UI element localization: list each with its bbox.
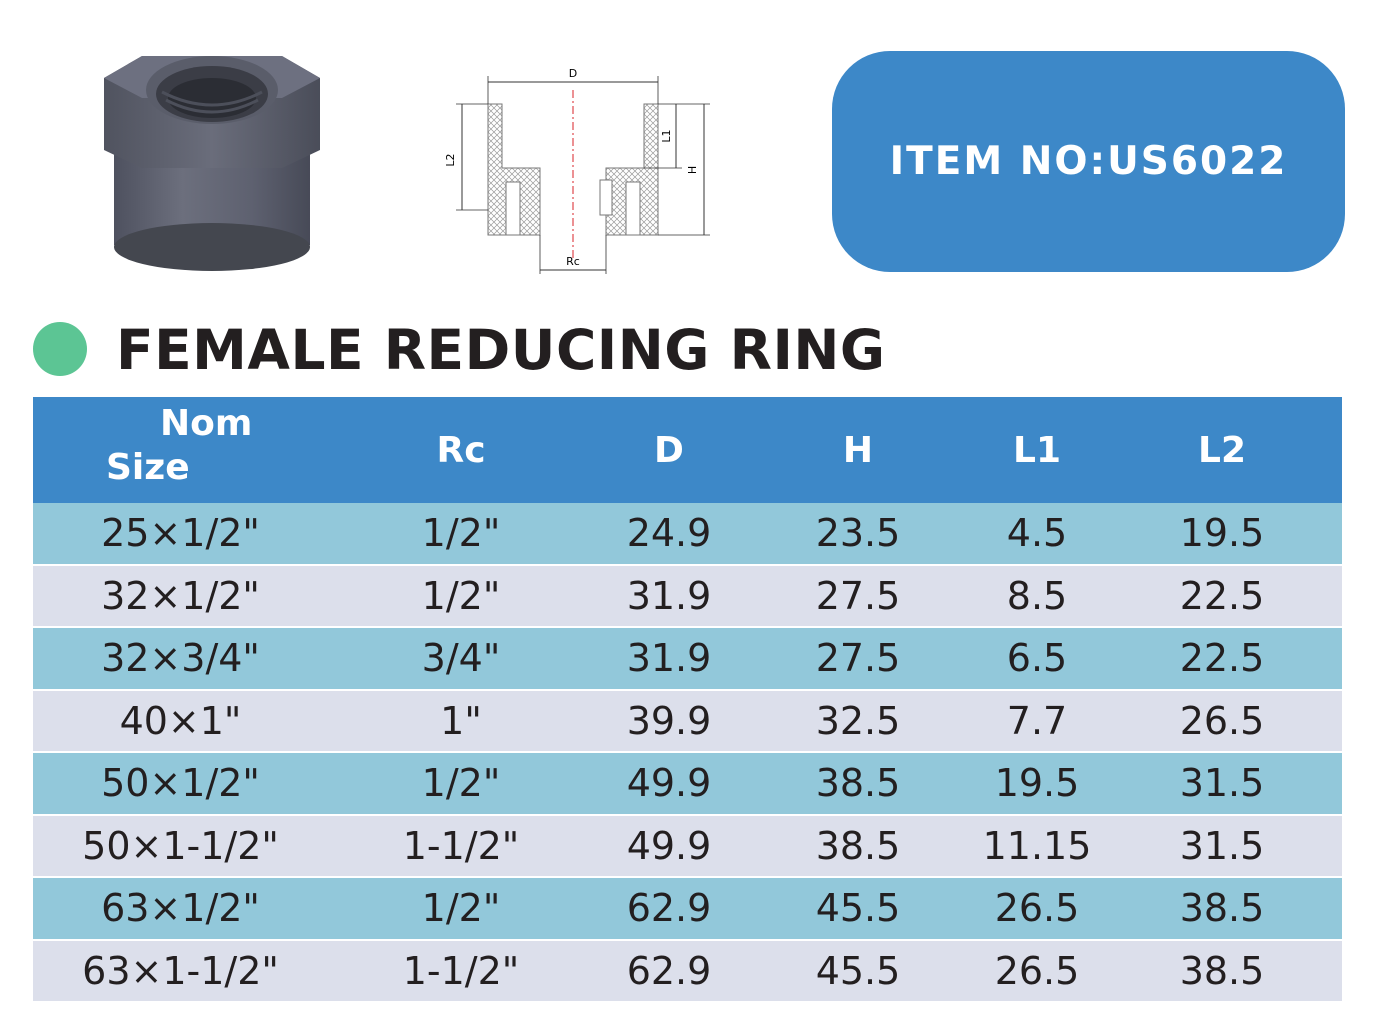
cell-h: 45.5	[744, 877, 972, 941]
cell-d: 31.9	[594, 627, 744, 691]
header-h: H	[744, 397, 972, 503]
cell-d: 39.9	[594, 689, 744, 753]
cell-l2: 19.5	[1102, 503, 1342, 566]
cell-d: 62.9	[594, 877, 744, 941]
cell-nom-size: 63×1/2"	[33, 877, 328, 941]
header-l2: L2	[1102, 397, 1342, 503]
cell-l1: 7.7	[972, 689, 1102, 753]
cell-rc: 1-1/2"	[328, 814, 594, 878]
cell-rc: 1/2"	[328, 503, 594, 566]
cell-d: 49.9	[594, 752, 744, 816]
cell-h: 27.5	[744, 564, 972, 628]
title-bullet-dot	[33, 322, 87, 376]
dim-l1-label: L1	[660, 129, 673, 142]
cell-h: 45.5	[744, 939, 972, 1003]
cell-l2: 38.5	[1102, 939, 1342, 1003]
cell-l1: 4.5	[972, 503, 1102, 566]
cell-rc: 1/2"	[328, 564, 594, 628]
cell-l1: 6.5	[972, 627, 1102, 691]
cell-rc: 1/2"	[328, 752, 594, 816]
cell-l1: 26.5	[972, 877, 1102, 941]
table-row: 25×1/2" 1/2" 24.9 23.5 4.5 19.5	[33, 503, 1342, 566]
table-row: 50×1-1/2" 1-1/2" 49.9 38.5 11.15 31.5	[33, 814, 1342, 878]
cell-l1: 26.5	[972, 939, 1102, 1003]
cell-l2: 26.5	[1102, 689, 1342, 753]
product-photo	[104, 56, 320, 271]
dim-d-label: D	[569, 67, 577, 80]
technical-drawing: D L2 L1 H Rc	[444, 67, 710, 274]
cell-nom-size: 32×3/4"	[33, 627, 328, 691]
dim-l2-label: L2	[444, 153, 457, 166]
header-l1: L1	[972, 397, 1102, 503]
cell-h: 38.5	[744, 752, 972, 816]
cell-h: 32.5	[744, 689, 972, 753]
cell-d: 31.9	[594, 564, 744, 628]
cell-h: 38.5	[744, 814, 972, 878]
header-nom-size: Nom Size	[33, 397, 328, 503]
cell-rc: 1-1/2"	[328, 939, 594, 1003]
table-row: 63×1-1/2" 1-1/2" 62.9 45.5 26.5 38.5	[33, 939, 1342, 1003]
cell-rc: 1"	[328, 689, 594, 753]
cell-d: 24.9	[594, 503, 744, 566]
table-row: 40×1" 1" 39.9 32.5 7.7 26.5	[33, 689, 1342, 753]
table-row: 50×1/2" 1/2" 49.9 38.5 19.5 31.5	[33, 752, 1342, 816]
cell-l1: 19.5	[972, 752, 1102, 816]
cell-nom-size: 63×1-1/2"	[33, 939, 328, 1003]
cell-d: 62.9	[594, 939, 744, 1003]
cell-nom-size: 32×1/2"	[33, 564, 328, 628]
cell-l2: 22.5	[1102, 564, 1342, 628]
cell-l1: 8.5	[972, 564, 1102, 628]
spec-table: Nom Size Rc D H L1 L2 25×1/2" 1/2" 24.9 …	[33, 397, 1342, 1003]
dim-rc-label: Rc	[566, 255, 580, 268]
cell-rc: 1/2"	[328, 877, 594, 941]
cell-h: 23.5	[744, 503, 972, 566]
header-nom-line1: Nom	[160, 403, 253, 444]
dim-h-label: H	[686, 166, 699, 174]
table-row: 32×3/4" 3/4" 31.9 27.5 6.5 22.5	[33, 627, 1342, 691]
cell-l2: 31.5	[1102, 814, 1342, 878]
table-header-row: Nom Size Rc D H L1 L2	[33, 397, 1342, 503]
table-row: 63×1/2" 1/2" 62.9 45.5 26.5 38.5	[33, 877, 1342, 941]
cell-rc: 3/4"	[328, 627, 594, 691]
cell-nom-size: 50×1-1/2"	[33, 814, 328, 878]
cell-l2: 38.5	[1102, 877, 1342, 941]
cell-h: 27.5	[744, 627, 972, 691]
item-number-text: ITEM NO:US6022	[889, 139, 1288, 184]
cell-nom-size: 40×1"	[33, 689, 328, 753]
cell-l1: 11.15	[972, 814, 1102, 878]
header-nom-line2: Size	[106, 447, 190, 488]
page-title: FEMALE REDUCING RING	[116, 318, 886, 382]
table-row: 32×1/2" 1/2" 31.9 27.5 8.5 22.5	[33, 564, 1342, 628]
header-d: D	[594, 397, 744, 503]
cell-l2: 22.5	[1102, 627, 1342, 691]
header-rc: Rc	[328, 397, 594, 503]
cell-nom-size: 50×1/2"	[33, 752, 328, 816]
cell-l2: 31.5	[1102, 752, 1342, 816]
item-number-badge: ITEM NO:US6022	[832, 51, 1345, 272]
cell-nom-size: 25×1/2"	[33, 503, 328, 566]
cell-d: 49.9	[594, 814, 744, 878]
